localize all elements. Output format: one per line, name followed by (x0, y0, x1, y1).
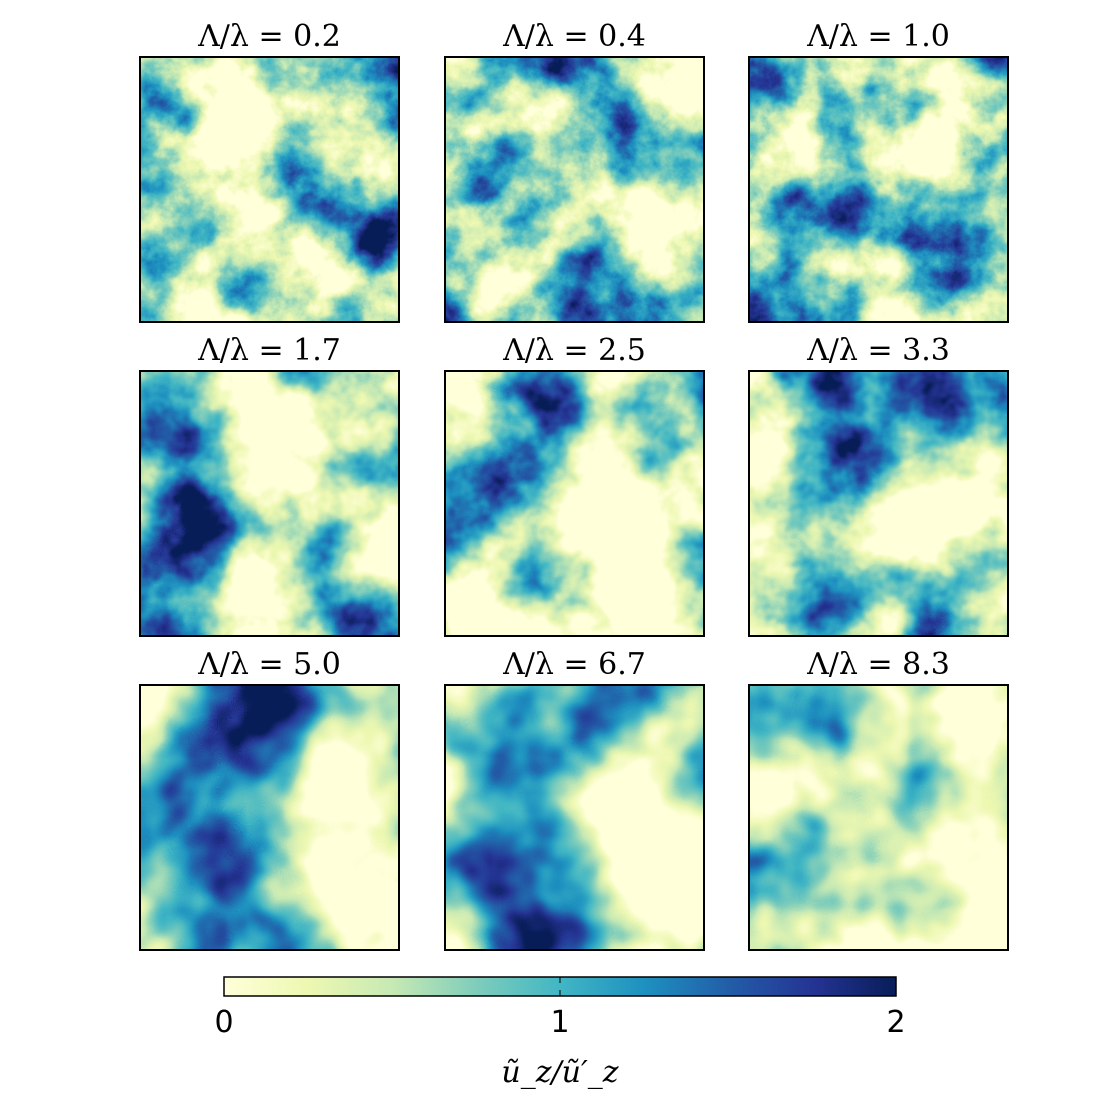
heatmap-field (749, 371, 1008, 636)
colorbar: 0 1 2 ũ_z/ũ′_z (214, 976, 906, 1090)
heatmap-panel: Λ/λ = 2.5 (444, 333, 705, 637)
heatmap-field (140, 57, 399, 322)
panel-frame (139, 684, 400, 951)
heatmap-field (445, 371, 704, 636)
panel-title: Λ/λ = 1.7 (197, 333, 341, 368)
heatmap-field (445, 685, 704, 950)
panel-title: Λ/λ = 0.4 (502, 19, 646, 54)
panel-frame (748, 370, 1009, 637)
heatmap-panel: Λ/λ = 3.3 (748, 333, 1009, 637)
colorbar-tick-label: 1 (550, 1005, 569, 1040)
panel-title: Λ/λ = 3.3 (806, 333, 950, 368)
panel-frame (139, 370, 400, 637)
heatmap-field (140, 685, 399, 950)
panel-title: Λ/λ = 0.2 (197, 19, 341, 54)
colorbar-tick-label: 2 (886, 1005, 905, 1040)
panel-frame (748, 56, 1009, 323)
heatmap-panel: Λ/λ = 5.0 (139, 647, 400, 951)
panel-frame (444, 370, 705, 637)
panel-frame (444, 56, 705, 323)
heatmap-field (140, 371, 399, 636)
heatmap-panel: Λ/λ = 6.7 (444, 647, 705, 951)
panel-title: Λ/λ = 5.0 (197, 647, 341, 682)
heatmap-field (445, 57, 704, 322)
heatmap-panel: Λ/λ = 0.2 (139, 19, 400, 323)
heatmap-panel: Λ/λ = 8.3 (748, 647, 1009, 951)
panel-frame (139, 56, 400, 323)
heatmap-field (749, 57, 1008, 322)
panel-title: Λ/λ = 6.7 (502, 647, 646, 682)
colorbar-label: ũ_z/ũ′_z (501, 1055, 618, 1090)
colorbar-tick-label: 0 (214, 1005, 233, 1040)
heatmap-panel: Λ/λ = 1.0 (748, 19, 1009, 323)
panel-frame (444, 684, 705, 951)
heatmap-panel: Λ/λ = 1.7 (139, 333, 400, 637)
heatmap-grid: Λ/λ = 0.2 Λ/λ = 0.4 Λ/λ = 1.0 Λ/λ = 1.7 Λ/λ … (139, 19, 1009, 951)
panel-title: Λ/λ = 2.5 (502, 333, 646, 368)
panel-frame (748, 684, 1009, 951)
heatmap-panel: Λ/λ = 0.4 (444, 19, 705, 323)
panel-title: Λ/λ = 1.0 (806, 19, 950, 54)
heatmap-field (749, 685, 1008, 950)
panel-title: Λ/λ = 8.3 (806, 647, 950, 682)
